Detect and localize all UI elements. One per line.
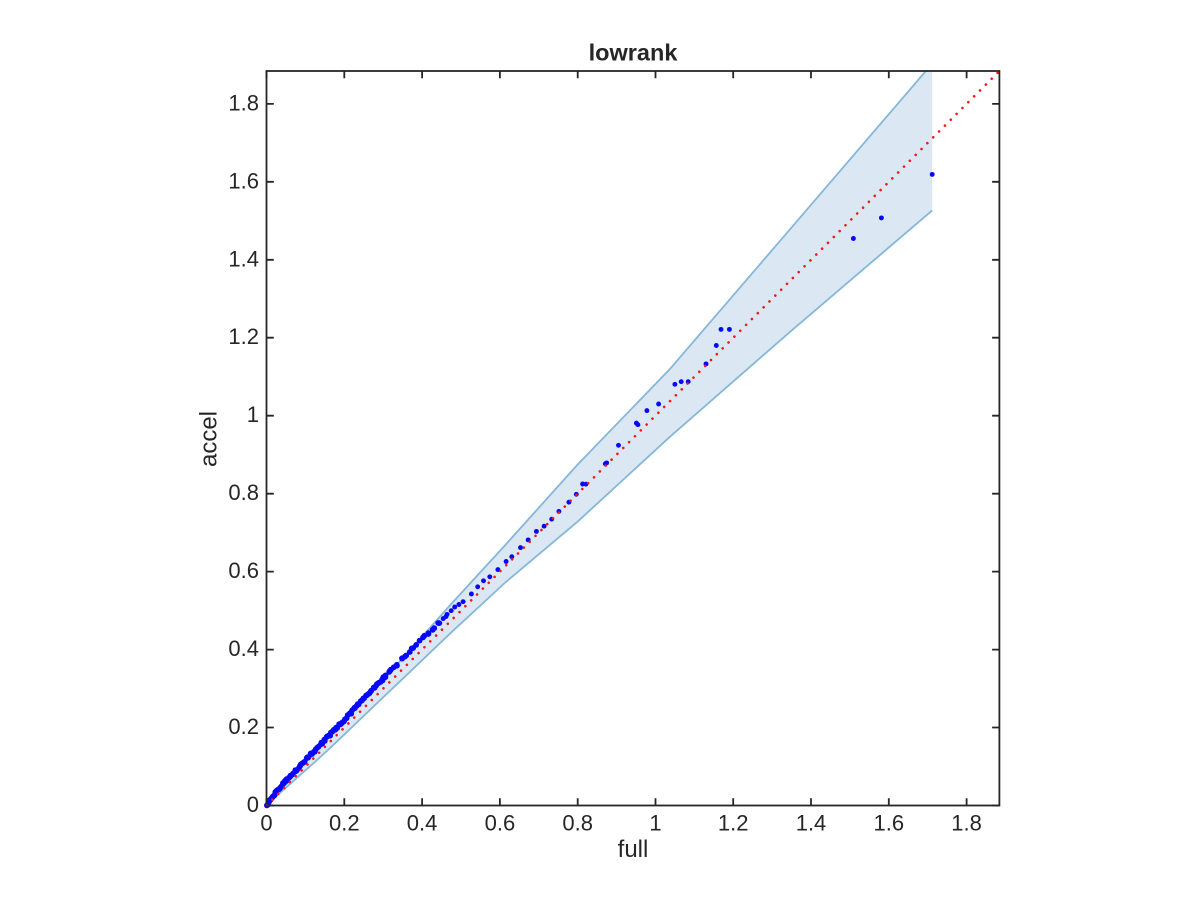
svg-text:1.2: 1.2 — [718, 811, 749, 836]
svg-text:0: 0 — [260, 811, 272, 836]
svg-text:1: 1 — [247, 402, 259, 427]
svg-text:accel: accel — [195, 411, 222, 467]
svg-text:0.4: 0.4 — [228, 636, 259, 661]
svg-text:0.2: 0.2 — [329, 811, 360, 836]
svg-text:1.6: 1.6 — [874, 811, 905, 836]
svg-text:1.8: 1.8 — [951, 811, 982, 836]
svg-text:0.8: 0.8 — [228, 480, 259, 505]
svg-text:1.4: 1.4 — [796, 811, 827, 836]
svg-text:0: 0 — [247, 792, 259, 817]
svg-text:full: full — [618, 836, 649, 863]
svg-text:1: 1 — [649, 811, 661, 836]
svg-text:1.6: 1.6 — [228, 168, 259, 193]
svg-text:0.4: 0.4 — [407, 811, 438, 836]
svg-text:1.8: 1.8 — [228, 90, 259, 115]
svg-text:lowrank: lowrank — [589, 40, 679, 66]
svg-text:1.4: 1.4 — [228, 246, 259, 271]
svg-text:0.6: 0.6 — [485, 811, 516, 836]
svg-text:1.2: 1.2 — [228, 324, 259, 349]
svg-text:0.8: 0.8 — [562, 811, 593, 836]
svg-text:0.2: 0.2 — [228, 714, 259, 739]
svg-text:0.6: 0.6 — [228, 558, 259, 583]
